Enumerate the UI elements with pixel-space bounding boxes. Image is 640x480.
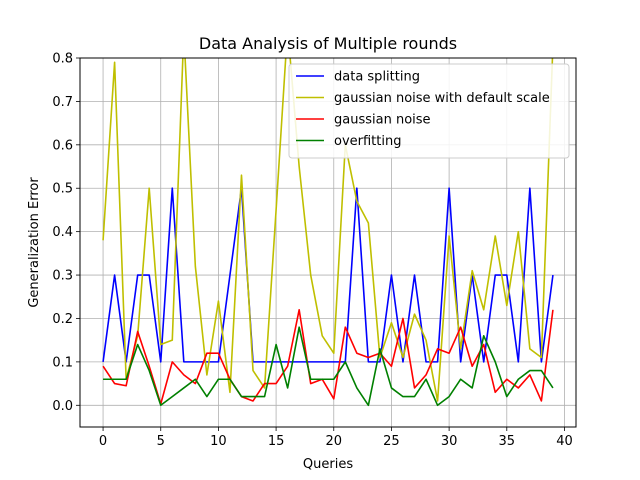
x-tick-label: 40 bbox=[556, 434, 573, 449]
series-line-2 bbox=[102, 58, 554, 402]
x-tick-label: 30 bbox=[441, 434, 458, 449]
legend-label: overfitting bbox=[334, 134, 401, 149]
x-tick-label: 20 bbox=[325, 434, 342, 449]
y-tick-label: 0.1 bbox=[52, 355, 73, 370]
y-axis-title: Generalization Error bbox=[27, 177, 42, 308]
x-tick-label: 0 bbox=[99, 434, 107, 449]
x-tick-label: 35 bbox=[499, 434, 516, 449]
x-tick-label: 15 bbox=[268, 434, 285, 449]
x-tick-label: 25 bbox=[383, 434, 400, 449]
legend-label: data splitting bbox=[334, 70, 420, 85]
y-tick-label: 0.7 bbox=[52, 95, 73, 110]
legend-box bbox=[288, 63, 570, 159]
legend-label: gaussian noise with default scale bbox=[334, 91, 550, 106]
y-tick-label: 0.5 bbox=[52, 182, 73, 197]
plot-frame bbox=[79, 57, 577, 428]
series-lines bbox=[102, 58, 554, 407]
series-line-3 bbox=[102, 308, 554, 405]
series-line-4 bbox=[103, 326, 554, 407]
chart-title: Data Analysis of Multiple rounds bbox=[199, 34, 457, 53]
x-tick-label: 10 bbox=[210, 434, 227, 449]
x-axis-title: Queries bbox=[303, 457, 353, 472]
x-axis-ticks: 0 5 10 15 20 25 30 35 40 bbox=[99, 427, 573, 449]
y-tick-label: 0.0 bbox=[52, 399, 73, 414]
y-tick-label: 0.8 bbox=[52, 52, 73, 67]
y-tick-label: 0.3 bbox=[52, 269, 73, 284]
y-tick-label: 0.6 bbox=[52, 138, 73, 153]
y-axis-ticks: 0.0 0.1 0.2 0.3 0.4 0.5 0.6 0.7 0.8 bbox=[52, 52, 80, 414]
y-tick-label: 0.2 bbox=[52, 312, 73, 327]
x-tick-label: 5 bbox=[157, 434, 165, 449]
legend: data splitting gaussian noise with defaul… bbox=[288, 63, 570, 159]
y-tick-label: 0.4 bbox=[52, 225, 73, 240]
legend-label: gaussian noise bbox=[334, 113, 431, 128]
series-line-1 bbox=[102, 187, 554, 363]
